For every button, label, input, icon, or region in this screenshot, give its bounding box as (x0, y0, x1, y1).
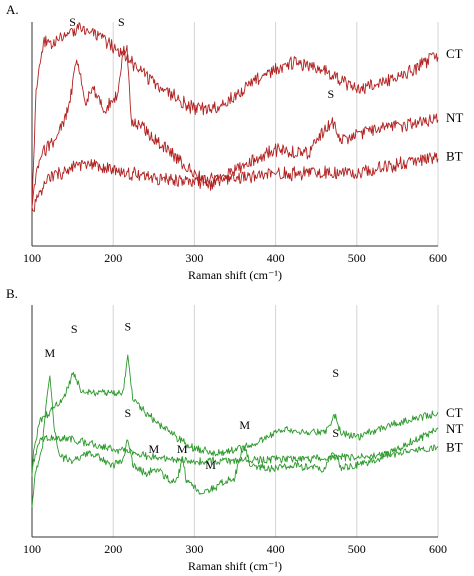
series-label-ct: CT (446, 405, 463, 420)
x-tick-label: 400 (267, 251, 285, 265)
x-axis-label: Raman shift (cm⁻¹) (188, 268, 282, 282)
series-label-nt: NT (446, 110, 463, 125)
x-tick-label: 100 (23, 251, 41, 265)
peak-annotation: M (177, 442, 188, 456)
peak-annotation: S (124, 406, 131, 420)
peak-annotation: M (45, 346, 56, 360)
x-tick-label: 600 (429, 542, 447, 556)
panel-label: B. (6, 286, 18, 301)
x-tick-label: 200 (104, 251, 122, 265)
peak-annotation: M (239, 418, 250, 432)
x-tick-label: 600 (429, 251, 447, 265)
peak-annotation: S (332, 366, 339, 380)
x-tick-label: 200 (104, 542, 122, 556)
x-tick-label: 300 (185, 542, 203, 556)
series-line-bt (31, 152, 439, 212)
panel-a: A. 100 200 300 400 500 600 Raman shift (cm⁻¹) CT… (6, 2, 463, 282)
series-label-bt: BT (446, 148, 463, 163)
peak-annotation: S (118, 15, 125, 29)
series-line-nt (31, 44, 439, 208)
peak-annotation: S (327, 87, 334, 101)
series-line-ct (31, 22, 439, 208)
series-line-bt (31, 434, 439, 468)
x-tick-label: 400 (267, 542, 285, 556)
series-line-nt (31, 375, 439, 508)
series-label-nt: NT (446, 421, 463, 436)
series-label-bt: BT (446, 439, 463, 454)
peak-annotation: M (148, 442, 159, 456)
peak-annotation: S (69, 15, 76, 29)
series-line-ct (31, 354, 439, 477)
peak-annotation: S (71, 322, 78, 336)
x-axis-label: Raman shift (cm⁻¹) (188, 559, 282, 573)
peak-annotation: S (124, 320, 131, 334)
x-tick-label: 500 (348, 542, 366, 556)
panel-label: A. (6, 2, 19, 17)
x-tick-label: 500 (348, 251, 366, 265)
x-tick-label: 100 (23, 542, 41, 556)
series-label-ct: CT (446, 46, 463, 61)
peak-annotation: S (332, 426, 339, 440)
panel-b: B. 100 200 300 400 500 600 Raman shift (cm⁻¹) CT… (6, 286, 463, 573)
peak-annotation: M (205, 458, 216, 472)
x-tick-label: 300 (185, 251, 203, 265)
